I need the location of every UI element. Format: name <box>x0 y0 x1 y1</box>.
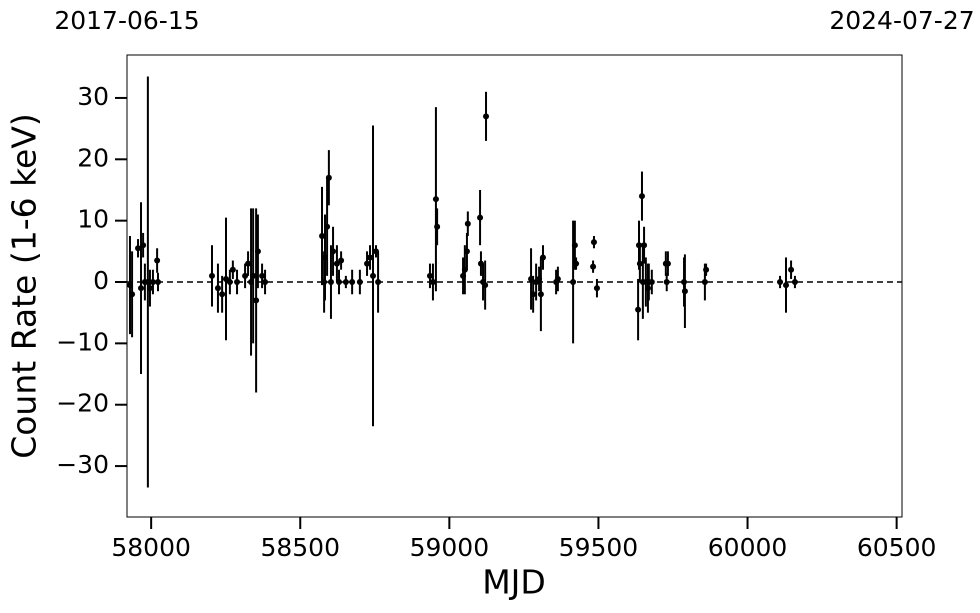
data-point <box>219 291 226 298</box>
data-point <box>477 214 484 221</box>
data-point <box>777 279 784 286</box>
y-axis-label: Count Rate (1-6 keV) <box>5 113 44 459</box>
x-tick-label: 59500 <box>559 533 639 562</box>
top-x-tick-label: 2017-06-15 <box>54 6 199 35</box>
data-point <box>146 285 153 292</box>
data-point <box>154 257 161 264</box>
x-axis-label: MJD <box>482 563 546 602</box>
data-point <box>138 285 145 292</box>
data-point <box>342 279 349 286</box>
x-tick-label: 58000 <box>111 533 191 562</box>
data-point <box>129 291 136 298</box>
data-point <box>426 272 433 279</box>
data-point <box>537 291 544 298</box>
data-point <box>336 279 343 286</box>
y-tick-label: −30 <box>56 450 109 479</box>
data-point <box>245 260 252 267</box>
data-point <box>663 279 670 286</box>
data-point <box>648 279 655 286</box>
data-point <box>636 260 643 267</box>
data-point <box>375 279 382 286</box>
data-point <box>573 260 580 267</box>
data-point <box>791 279 798 286</box>
data-point <box>149 279 156 286</box>
y-tick-label: −20 <box>56 389 109 418</box>
x-tick-label: 60000 <box>708 533 788 562</box>
data-point <box>681 288 688 295</box>
data-point <box>635 306 642 313</box>
y-tick-label: 30 <box>77 82 109 111</box>
data-point <box>208 272 215 279</box>
data-point <box>367 254 374 261</box>
data-point <box>429 279 436 286</box>
data-point <box>571 242 578 249</box>
data-point <box>327 279 334 286</box>
data-point <box>570 279 577 286</box>
data-point <box>338 257 345 264</box>
data-point <box>593 285 600 292</box>
data-point <box>325 174 332 181</box>
data-point <box>356 279 363 286</box>
data-point <box>641 242 648 249</box>
data-point <box>554 275 561 282</box>
data-point <box>262 279 269 286</box>
data-point <box>259 272 266 279</box>
y-tick-label: −10 <box>56 327 109 356</box>
y-tick-label: 0 <box>93 266 109 295</box>
data-point <box>254 248 261 255</box>
data-point <box>242 272 249 279</box>
data-point <box>135 245 142 252</box>
data-point <box>214 285 221 292</box>
data-point <box>364 260 371 267</box>
x-tick-label: 58500 <box>260 533 340 562</box>
data-point <box>234 279 241 286</box>
data-point <box>432 196 439 203</box>
x-tick-label: 60500 <box>857 533 937 562</box>
data-point <box>590 239 597 246</box>
data-point <box>539 254 546 261</box>
data-point <box>788 266 795 273</box>
data-point <box>324 223 331 230</box>
data-point <box>464 220 471 227</box>
data-point <box>370 272 377 279</box>
y-tick-label: 10 <box>77 205 109 234</box>
x-tick-label: 59000 <box>410 533 490 562</box>
data-point <box>319 232 326 239</box>
data-point <box>664 260 671 267</box>
data-point <box>229 266 236 273</box>
data-point <box>140 242 147 249</box>
data-point <box>155 279 162 286</box>
data-point <box>783 282 790 289</box>
data-point <box>701 279 708 286</box>
data-point <box>253 297 260 304</box>
data-point <box>226 279 233 286</box>
data-point <box>349 279 356 286</box>
y-tick-label: 20 <box>77 143 109 172</box>
top-x-tick-label: 2024-07-27 <box>829 6 974 35</box>
data-point <box>483 113 490 120</box>
data-point <box>434 223 441 230</box>
data-point <box>333 260 340 267</box>
data-point <box>530 291 537 298</box>
data-point <box>638 193 645 200</box>
plot-frame <box>126 54 903 518</box>
data-point <box>703 266 710 273</box>
data-point <box>590 263 597 270</box>
data-point <box>463 248 470 255</box>
data-point <box>330 248 337 255</box>
data-point <box>482 282 489 289</box>
data-point <box>250 272 257 279</box>
